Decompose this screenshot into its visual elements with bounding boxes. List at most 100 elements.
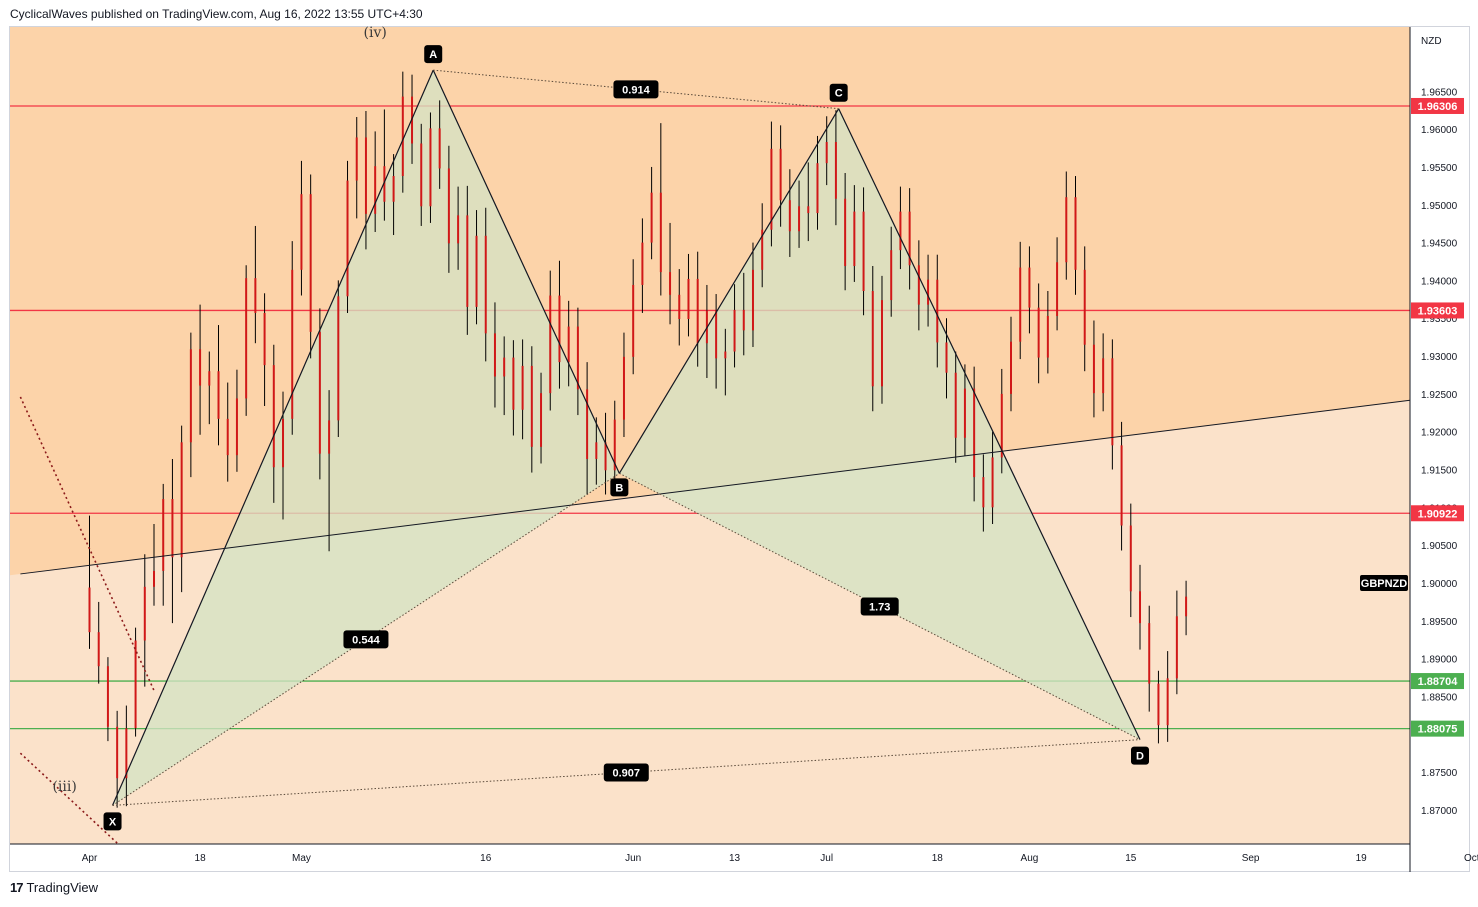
pattern-bcd-fill: [619, 108, 1141, 740]
candle-body: [475, 235, 478, 307]
symbol-badge-bg: [1360, 575, 1408, 592]
time-tick-label: 18: [932, 853, 944, 864]
price-tick-label: 1.88500: [1421, 692, 1458, 703]
candle-body: [844, 198, 847, 267]
candle-body: [853, 211, 856, 267]
candle-body: [282, 418, 285, 468]
candle-body: [945, 342, 948, 373]
time-tick-label: Jun: [625, 853, 641, 864]
price-tick-label: 1.92500: [1421, 390, 1458, 401]
candle-body: [558, 295, 561, 363]
ratio-label-0-907: 0.907: [603, 763, 649, 782]
candle-body: [438, 128, 441, 169]
price-tick-label: 1.93500: [1421, 314, 1458, 325]
chart-area[interactable]: [9, 26, 1470, 872]
candle-body: [328, 420, 331, 454]
wave-label: (iv): [364, 25, 387, 41]
candle-body: [300, 194, 303, 270]
candle-body: [88, 587, 91, 633]
ratio-line-XB: [112, 472, 620, 806]
candle-body: [420, 143, 423, 207]
currency-label: NZD: [1421, 36, 1442, 47]
candle-body: [447, 168, 450, 244]
candle-body: [807, 206, 810, 214]
candle-body: [927, 279, 930, 305]
point-label-C-text: C: [835, 88, 843, 100]
candle-body: [383, 166, 386, 202]
price-tick-label: 1.95500: [1421, 163, 1458, 174]
candle-body: [1037, 307, 1040, 358]
time-tick-label: Aug: [1021, 853, 1039, 864]
price-badge-support: 1.88704: [1411, 673, 1464, 690]
candle-body: [493, 333, 496, 377]
candle-body: [263, 312, 266, 366]
candle-body: [1157, 683, 1160, 726]
wave-label: (iii): [52, 779, 76, 795]
candle-body: [503, 357, 506, 377]
candle-body: [715, 310, 718, 359]
ratio-label-0-914-text: 0.914: [622, 84, 650, 96]
candle-body: [1074, 197, 1077, 270]
candle-body: [429, 128, 432, 207]
candle-body: [235, 398, 238, 456]
ratio-label-0-907-text: 0.907: [613, 768, 641, 780]
pattern-leg-BC: [618, 108, 840, 474]
candle-body: [788, 200, 791, 232]
candle-body: [1129, 525, 1132, 592]
candle-body: [97, 632, 100, 667]
price-tick-label: 1.87500: [1421, 768, 1458, 779]
ratio-label-0-907-bg: [603, 763, 649, 782]
candle-body: [1010, 341, 1012, 394]
candle-body: [613, 419, 616, 471]
candle-body: [604, 442, 607, 471]
time-tick-label: 16: [480, 853, 492, 864]
candle-body: [1166, 678, 1169, 726]
price-badge-bg: [1411, 97, 1464, 114]
price-badge-text: 1.96306: [1418, 101, 1458, 113]
point-label-X: X: [103, 812, 122, 831]
candle-body: [153, 570, 156, 587]
trendline: [20, 399, 1410, 575]
price-badge-support: 1.88075: [1411, 720, 1464, 737]
tradingview-footer: 17 TradingView: [10, 880, 98, 895]
candle-body: [1056, 262, 1059, 316]
candle-body: [1083, 269, 1086, 345]
point-label-B: B: [610, 478, 629, 497]
candle-body: [742, 309, 745, 331]
candle-body: [364, 137, 367, 214]
candle-body: [291, 269, 294, 419]
time-tick-label: Sep: [1242, 853, 1260, 864]
candle-body: [208, 371, 211, 386]
pattern-leg-AB: [432, 69, 620, 474]
ratio-line-BD: [619, 472, 1141, 741]
price-badge-bg: [1411, 505, 1464, 522]
candle-body: [484, 235, 487, 334]
candle-body: [1148, 623, 1151, 684]
channel-line: [19, 752, 120, 844]
candle-body: [318, 331, 321, 454]
candle-body: [392, 176, 395, 202]
ratio-label-1-73-text: 1.73: [869, 601, 890, 613]
candle-body: [337, 296, 340, 421]
candle-body: [1139, 591, 1142, 624]
candle-body: [346, 180, 349, 297]
point-label-C: C: [829, 83, 848, 102]
ratio-label-0-544-text: 0.544: [352, 634, 380, 646]
candle-body: [466, 215, 469, 307]
candle-body: [632, 284, 635, 357]
candle-body: [143, 586, 146, 641]
candle-body: [116, 726, 119, 779]
candle-body: [770, 148, 773, 230]
price-tick-label: 1.92000: [1421, 428, 1458, 439]
point-label-B-text: B: [615, 482, 623, 494]
tradingview-brand: TradingView: [26, 880, 99, 895]
candle-body: [217, 371, 220, 419]
candle-body: [880, 300, 883, 387]
ratio-label-0-544-bg: [343, 630, 389, 649]
candle-body: [374, 166, 377, 214]
candle-body: [567, 326, 570, 363]
candle-body: [272, 365, 275, 468]
candle-body: [954, 372, 957, 438]
candle-body: [134, 640, 137, 729]
